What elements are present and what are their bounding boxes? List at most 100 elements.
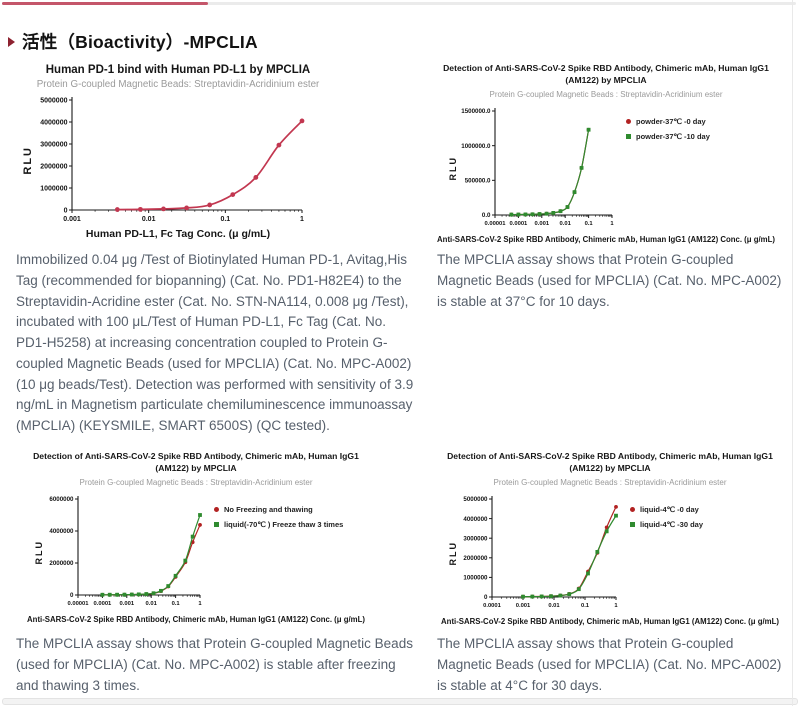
caption-freeze-thaw: The MPCLIA assay shows that Protein G-co… <box>16 636 413 693</box>
chart-title: Detection of Anti-SARS-CoV-2 Spike RBD A… <box>447 451 773 461</box>
svg-text:5000000: 5000000 <box>463 496 488 503</box>
legend-item: liquid-4℃ -0 day <box>630 505 703 514</box>
svg-text:1000000: 1000000 <box>40 186 67 193</box>
legend-label: No Freezing and thawing <box>224 504 313 514</box>
legend-label: powder-37℃ -0 day <box>636 116 706 126</box>
svg-text:3000000: 3000000 <box>40 142 67 149</box>
plot-row: RLU 0.0 500000.0 1000000.0 1500000.0 0.00001… <box>422 105 790 231</box>
section-arrow-icon <box>8 36 15 47</box>
svg-text:500000.0: 500000.0 <box>465 177 491 184</box>
y-axis-label: RLU <box>448 540 458 566</box>
legend-square-marker-icon <box>214 521 219 527</box>
chart-subtitle: Protein G-coupled Magnetic Beads : Strep… <box>489 89 723 99</box>
svg-text:0.1: 0.1 <box>585 221 594 227</box>
svg-text:0.1: 0.1 <box>581 603 590 609</box>
svg-text:2000000: 2000000 <box>463 555 488 562</box>
svg-text:0.01: 0.01 <box>560 221 572 227</box>
x-axis-label: Human PD-L1, Fc Tag Conc. (μ g/mL) <box>85 228 271 240</box>
chart-subtitle: Protein G-coupled Magnetic Beads : Strep… <box>79 477 313 487</box>
caption-pd1-assay: Immobilized 0.04 μg /Test of Biotinylate… <box>16 252 414 434</box>
section-heading: 活性（Bioactivity）-MPCLIA <box>22 32 258 52</box>
x-axis-label: Anti-SARS-CoV-2 Spike RBD Antibody, Chim… <box>441 616 779 626</box>
chart-plot: 0 2000000 4000000 6000000 0.00001 0.0001 0.001… <box>49 495 202 607</box>
legend-label: liquid-4℃ -0 day <box>640 504 699 514</box>
legend-label: liquid(-70℃ ) Freeze thaw 3 times <box>224 519 344 529</box>
svg-text:0.001: 0.001 <box>535 221 550 227</box>
svg-text:0.01: 0.01 <box>142 216 156 223</box>
chart-legend: liquid-4℃ -0 day liquid-4℃ -30 day <box>630 505 703 529</box>
svg-text:0: 0 <box>484 594 488 601</box>
svg-text:6000000: 6000000 <box>49 496 74 503</box>
caption-stability-37c: The MPCLIA assay shows that Protein G-co… <box>437 252 782 309</box>
svg-text:0.1: 0.1 <box>220 216 230 223</box>
legend-item: liquid-4℃ -30 day <box>630 520 703 529</box>
svg-text:0.001: 0.001 <box>516 603 531 609</box>
chart-title: Detection of Anti-SARS-CoV-2 Spike RBD A… <box>443 63 769 73</box>
chart-title: Detection of Anti-SARS-CoV-2 Spike RBD A… <box>33 451 359 461</box>
svg-text:0.00001: 0.00001 <box>68 601 90 607</box>
svg-text:1000000: 1000000 <box>463 575 488 582</box>
x-axis-label: Anti-SARS-CoV-2 Spike RBD Antibody, Chim… <box>437 234 775 244</box>
caption-stability-4c: The MPCLIA assay shows that Protein G-co… <box>437 636 782 693</box>
svg-text:5000000: 5000000 <box>40 98 67 105</box>
plot-row: RLU 0 2000000 4000000 6000000 0.00001 0.0001 0… <box>8 493 384 611</box>
svg-text:0: 0 <box>70 592 74 599</box>
y-axis-label: RLU <box>22 145 34 175</box>
chart-subtitle: Protein G-coupled Magnetic Beads: Strept… <box>36 79 320 90</box>
svg-text:0.0001: 0.0001 <box>94 601 113 607</box>
svg-text:0.01: 0.01 <box>146 601 158 607</box>
svg-text:0: 0 <box>64 208 68 215</box>
chart-stability-37c: Detection of Anti-SARS-CoV-2 Spike RBD A… <box>422 62 790 244</box>
svg-text:0.1: 0.1 <box>172 601 181 607</box>
svg-text:1: 1 <box>300 216 304 223</box>
svg-text:0.0: 0.0 <box>482 212 491 219</box>
svg-text:0.00001: 0.00001 <box>485 221 507 227</box>
svg-text:0.01: 0.01 <box>548 603 560 609</box>
legend-item: powder-37℃ -10 day <box>626 132 710 141</box>
chart-pd1-binding: Human PD-1 bind with Human PD-L1 by MPCL… <box>22 64 334 240</box>
svg-text:1: 1 <box>198 601 202 607</box>
svg-text:4000000: 4000000 <box>463 516 488 523</box>
legend-square-marker-icon <box>626 133 631 139</box>
svg-text:3000000: 3000000 <box>463 535 488 542</box>
svg-text:1: 1 <box>610 221 614 227</box>
legend-label: liquid-4℃ -30 day <box>640 519 704 529</box>
legend-circle-marker-icon <box>630 506 635 512</box>
section-heading-row: 活性（Bioactivity）-MPCLIA <box>8 29 258 54</box>
svg-text:1: 1 <box>614 603 618 609</box>
legend-circle-marker-icon <box>626 118 631 124</box>
legend-circle-marker-icon <box>214 506 219 512</box>
chart-title-line2: (AM122) by MPCLIA <box>569 463 651 474</box>
top-progress-track <box>2 2 796 5</box>
legend-item: powder-37℃ -0 day <box>626 117 710 126</box>
svg-text:4000000: 4000000 <box>49 528 74 535</box>
plot-row: RLU 0 1000000 2000000 3000000 4000000 5000000… <box>22 93 334 227</box>
chart-freeze-thaw: Detection of Anti-SARS-CoV-2 Spike RBD A… <box>8 450 384 624</box>
chart-title-line2: (AM122) by MPCLIA <box>565 75 647 86</box>
x-axis-label: Anti-SARS-CoV-2 Spike RBD Antibody, Chim… <box>27 614 365 624</box>
legend-item: liquid(-70℃ ) Freeze thaw 3 times <box>214 520 343 529</box>
svg-text:1500000.0: 1500000.0 <box>461 108 491 115</box>
plot-row: RLU 0 1000000 2000000 3000000 4000000 5000000… <box>422 493 798 613</box>
svg-text:2000000: 2000000 <box>49 560 74 567</box>
y-axis-label: RLU <box>34 539 44 565</box>
svg-text:0.001: 0.001 <box>63 216 81 223</box>
svg-text:4000000: 4000000 <box>40 120 67 127</box>
chart-legend: No Freezing and thawing liquid(-70℃ ) Fre… <box>214 505 343 529</box>
svg-text:2000000: 2000000 <box>40 164 67 171</box>
horizontal-scrollbar[interactable] <box>2 698 798 705</box>
svg-text:0.001: 0.001 <box>120 601 135 607</box>
legend-label: powder-37℃ -10 day <box>636 131 710 141</box>
chart-title-line2: (AM122) by MPCLIA <box>155 463 237 474</box>
chart-plot: 0 1000000 2000000 3000000 4000000 5000000 0.00… <box>463 495 618 609</box>
legend-square-marker-icon <box>630 521 635 527</box>
chart-subtitle: Protein G-coupled Magnetic Beads : Strep… <box>493 477 727 487</box>
y-axis-label: RLU <box>448 155 458 181</box>
chart-plot: 0 1000000 2000000 3000000 4000000 5000000 0.00… <box>40 97 305 223</box>
top-progress-fill <box>2 2 208 5</box>
svg-text:0.0001: 0.0001 <box>483 603 502 609</box>
chart-legend: powder-37℃ -0 day powder-37℃ -10 day <box>626 117 710 141</box>
legend-item: No Freezing and thawing <box>214 505 343 514</box>
